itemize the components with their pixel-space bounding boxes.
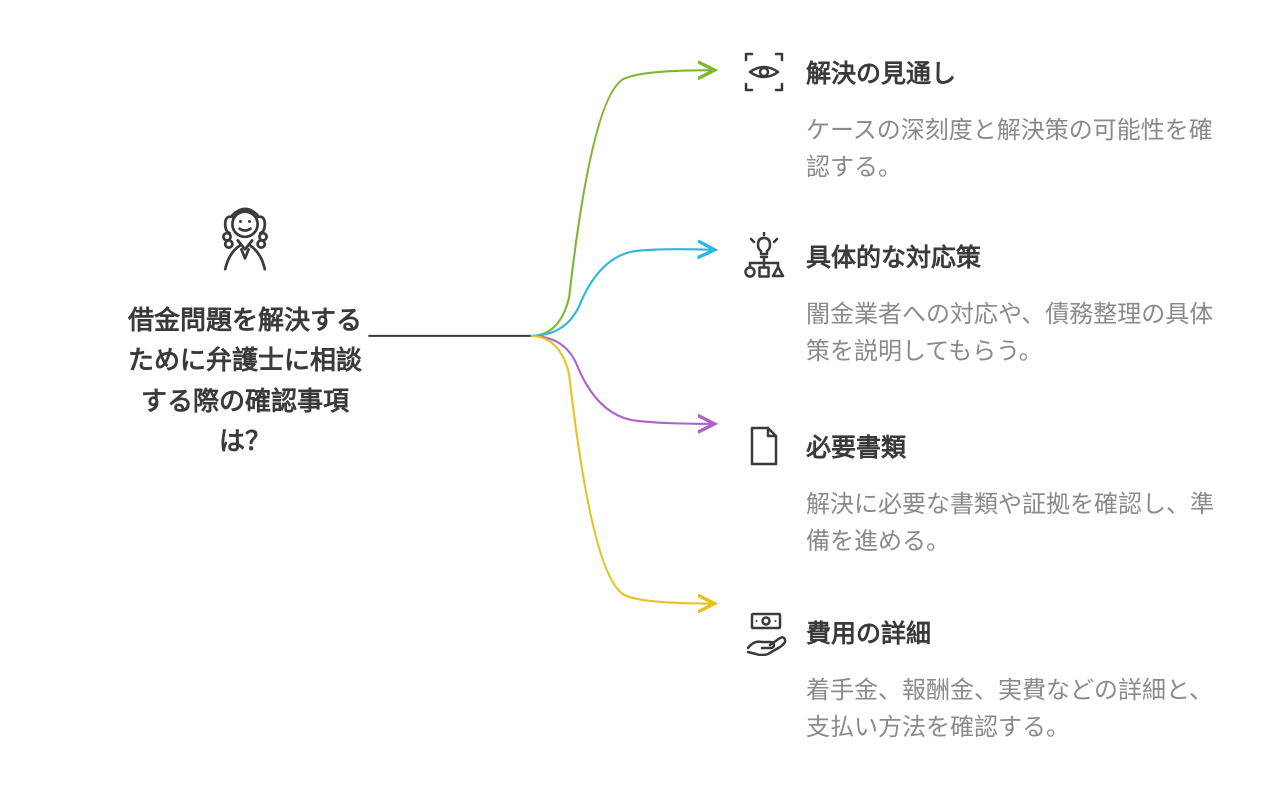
strategy-icon xyxy=(740,232,788,280)
branch-item-3: 費用の詳細 着手金、報酬金、実費などの詳細と、支払い方法を確認する。 xyxy=(740,608,1220,746)
connector-branch-0 xyxy=(531,70,713,336)
branch-item-1: 具体的な対応策 闇金業者への対応や、債務整理の具体策を説明してもらう。 xyxy=(740,232,1220,370)
branch-desc: 着手金、報酬金、実費などの詳細と、支払い方法を確認する。 xyxy=(806,672,1220,746)
branch-title: 具体的な対応策 xyxy=(806,238,981,274)
branch-title: 解決の見通し xyxy=(806,54,956,90)
branch-item-2: 必要書類 解決に必要な書類や証拠を確認し、準備を進める。 xyxy=(740,422,1220,560)
branch-title: 必要書類 xyxy=(806,428,906,464)
branch-title: 費用の詳細 xyxy=(806,614,931,650)
connector-branch-2 xyxy=(531,336,713,424)
branch-desc: ケースの深刻度と解決策の可能性を確認する。 xyxy=(806,112,1220,186)
root-node: 借金問題を解決するために弁護士に相談する際の確認事項は？ xyxy=(120,190,370,461)
branch-desc: 解決に必要な書類や証拠を確認し、準備を進める。 xyxy=(806,486,1220,560)
money-hand-icon xyxy=(740,608,788,656)
connectors xyxy=(360,30,740,680)
branch-desc: 闇金業者への対応や、債務整理の具体策を説明してもらう。 xyxy=(806,296,1220,370)
eye-scan-icon xyxy=(740,48,788,96)
root-title: 借金問題を解決するために弁護士に相談する際の確認事項は？ xyxy=(120,300,370,461)
judge-icon xyxy=(200,190,290,280)
connector-branch-1 xyxy=(531,249,713,336)
document-icon xyxy=(740,422,788,470)
branch-item-0: 解決の見通し ケースの深刻度と解決策の可能性を確認する。 xyxy=(740,48,1220,186)
connector-branch-3 xyxy=(531,336,713,604)
